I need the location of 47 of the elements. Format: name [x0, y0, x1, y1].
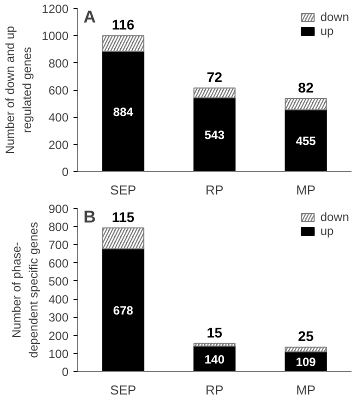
- x-tick-label: SEP: [110, 382, 136, 398]
- y-tick-label: 800: [48, 56, 69, 70]
- data-label: 116: [112, 16, 135, 33]
- data-label: 455: [296, 134, 316, 148]
- annotation: A: [84, 8, 96, 26]
- bar: [102, 248, 144, 372]
- data-label: 543: [204, 128, 225, 142]
- y-tick-label: 200: [48, 328, 69, 343]
- legend-label: up: [320, 24, 335, 38]
- data-label: 82: [298, 80, 314, 96]
- y-tick-label: 500: [48, 274, 69, 288]
- data-label: 25: [298, 328, 314, 344]
- y-tick-label: 400: [48, 110, 69, 125]
- data-label: 15: [206, 324, 222, 340]
- x-tick-label: RP: [205, 182, 224, 198]
- y-axis-title: Number of phase-dependent specific genes: [10, 222, 40, 358]
- y-tick-label: 200: [48, 138, 69, 152]
- data-label: 678: [113, 304, 134, 318]
- y-tick-label: 100: [48, 346, 69, 361]
- y-tick-label: 400: [48, 292, 69, 307]
- y-tick-label: 700: [48, 238, 69, 252]
- y-tick-label: 1000: [42, 29, 69, 44]
- y-tick-label: 0: [62, 365, 69, 379]
- x-tick-label: MP: [296, 182, 316, 198]
- y-tick-label: 0: [62, 165, 69, 179]
- data-label: 109: [296, 355, 316, 370]
- x-tick-label: SEP: [110, 182, 136, 198]
- bar: [284, 109, 327, 172]
- annotation: B: [84, 208, 96, 226]
- y-tick-label: 1200: [42, 2, 69, 16]
- y-tick-label: 600: [48, 84, 69, 98]
- y-axis-title: Number of down and up regulated genes: [3, 26, 34, 154]
- legend-label: up: [320, 224, 335, 238]
- data-label: 884: [113, 104, 134, 119]
- x-tick-label: MP: [296, 382, 316, 398]
- y-tick-label: 900: [48, 202, 69, 216]
- y-tick-label: 300: [48, 310, 69, 325]
- data-label: 140: [204, 352, 225, 366]
- bar: [102, 50, 144, 172]
- legend-label: down: [320, 10, 349, 24]
- data-label: 72: [206, 68, 222, 85]
- data-label: 115: [112, 208, 135, 225]
- legend-label: down: [320, 210, 349, 224]
- y-tick-label: 600: [48, 256, 69, 270]
- x-tick-label: RP: [205, 382, 224, 398]
- y-tick-label: 800: [48, 220, 69, 234]
- bar: [193, 97, 236, 172]
